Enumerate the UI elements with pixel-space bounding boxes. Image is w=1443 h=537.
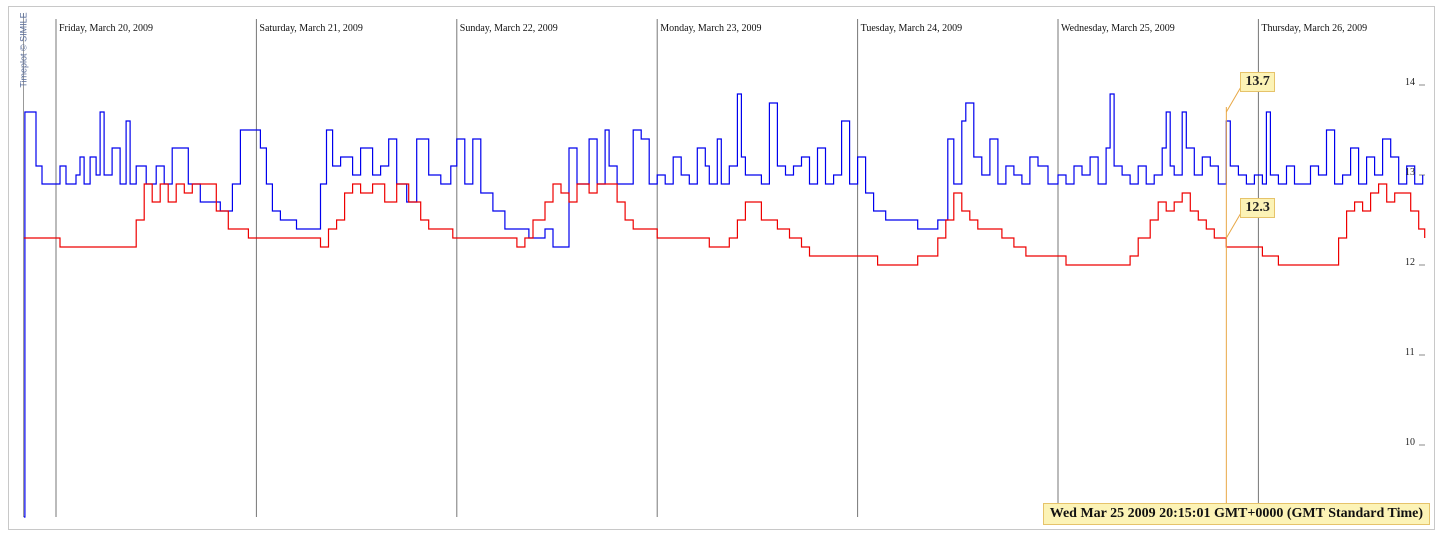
day-label: Wednesday, March 25, 2009	[1061, 23, 1175, 34]
flag-connector-red	[1225, 213, 1241, 239]
series-line-blue	[23, 93, 1424, 518]
cursor-time-label: Wed Mar 25 2009 20:15:01 GMT+0000 (GMT S…	[1042, 503, 1430, 525]
series-line-red	[23, 183, 1426, 266]
timeplot-canvas[interactable]	[9, 7, 1436, 531]
y-tick-label: 14	[1405, 77, 1415, 88]
y-tick-label: 11	[1405, 347, 1415, 358]
day-label: Sunday, March 22, 2009	[459, 23, 558, 34]
y-tick-label: 10	[1405, 437, 1415, 448]
day-label: Tuesday, March 24, 2009	[860, 23, 963, 34]
day-label: Thursday, March 26, 2009	[1261, 23, 1368, 34]
value-flag-red: 12.3	[1240, 198, 1275, 218]
y-tick-label: 13	[1405, 167, 1415, 178]
day-label: Saturday, March 21, 2009	[259, 23, 363, 34]
value-flag-blue: 13.7	[1240, 72, 1275, 92]
flag-connector-blue	[1225, 87, 1241, 113]
day-label: Monday, March 23, 2009	[660, 23, 762, 34]
copyright-label: Timeplot © SIMILE	[18, 12, 29, 88]
timeplot-frame[interactable]: Timeplot © SIMILE Friday, March 20, 2009…	[8, 6, 1435, 530]
day-label: Friday, March 20, 2009	[59, 23, 154, 34]
y-tick-label: 12	[1405, 257, 1415, 268]
